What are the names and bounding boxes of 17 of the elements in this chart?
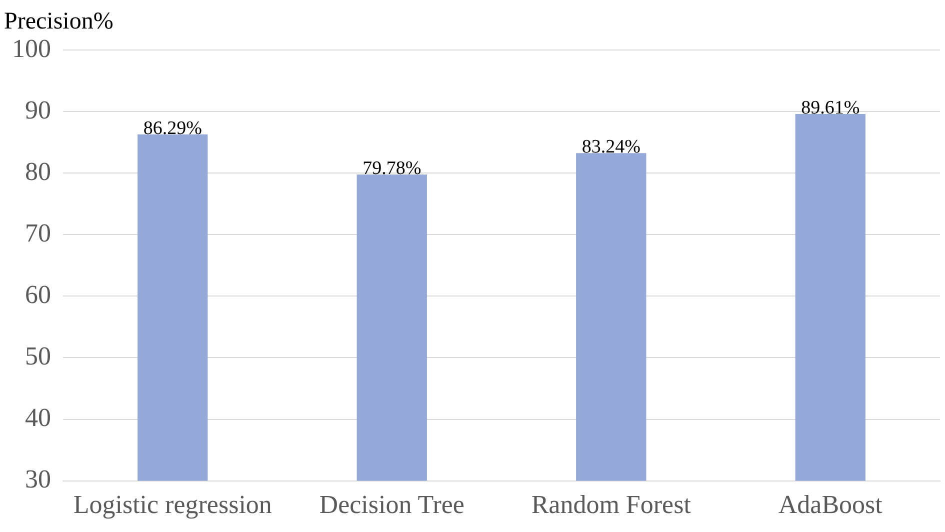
y-tick-label: 60 bbox=[25, 280, 51, 309]
data-label: 79.78% bbox=[362, 158, 422, 179]
data-label: 86.29% bbox=[143, 118, 202, 139]
x-tick-label: Random Forest bbox=[531, 490, 692, 520]
y-tick-label: 80 bbox=[25, 156, 51, 186]
y-tick-label: 50 bbox=[25, 342, 51, 371]
y-tick-label: 100 bbox=[12, 34, 51, 63]
y-tick-label: 70 bbox=[25, 218, 51, 248]
x-tick-label: Decision Tree bbox=[319, 490, 464, 520]
x-tick-label: Logistic regression bbox=[73, 490, 272, 520]
x-tick-label: AdaBoost bbox=[778, 490, 884, 520]
data-label: 83.24% bbox=[582, 136, 641, 158]
y-axis-title: Precision% bbox=[4, 8, 114, 34]
y-tick-label: 90 bbox=[25, 95, 51, 124]
y-tick-label: 40 bbox=[25, 403, 51, 432]
data-label: 89.61% bbox=[801, 97, 860, 118]
y-tick-label: 30 bbox=[25, 464, 51, 494]
